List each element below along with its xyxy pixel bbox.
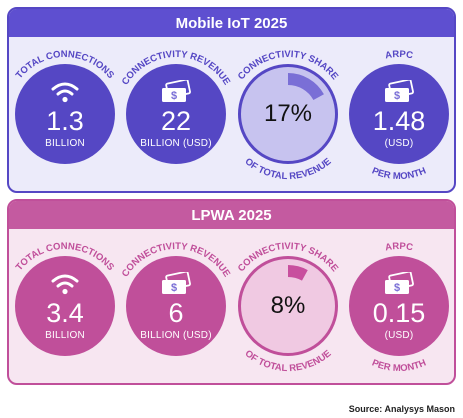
metric-arc-labels: ARPC PER MONTH xyxy=(370,49,428,182)
metric-icon: $ xyxy=(382,79,416,104)
panel-title: LPWA 2025 xyxy=(9,201,454,229)
panel-title: Mobile IoT 2025 xyxy=(9,9,454,37)
share-circle: 17% xyxy=(238,64,338,164)
metric-unit: BILLION (USD) xyxy=(140,137,212,149)
connections-circle: 1.3 BILLION xyxy=(15,64,115,164)
metric-value: 6 xyxy=(168,297,184,328)
panel-body: TOTAL CONNECTIONS 1.3 BILLION CONNECTIVITY … xyxy=(9,37,454,191)
metric-share: CONNECTIVITY SHARE OF TOTAL REVENUE 8% xyxy=(232,229,344,383)
svg-text:$: $ xyxy=(394,90,400,102)
metric-revenue: CONNECTIVITY REVENUE $6 BILLION (USD) xyxy=(120,229,232,383)
share-segment xyxy=(288,265,308,281)
metric-unit: (USD) xyxy=(384,137,414,149)
share-circle: 8% xyxy=(238,256,338,356)
banknote-icon: $ xyxy=(385,79,414,102)
metric-icon: $ xyxy=(159,271,193,296)
metric-arc-labels: ARPC PER MONTH xyxy=(370,241,428,374)
metric-arpc: ARPC PER MONTH $0.15 (USD) xyxy=(343,229,454,383)
metric-value: 8% xyxy=(270,292,306,319)
metric-icon xyxy=(50,80,80,104)
metric-value: 1.48 xyxy=(372,105,426,136)
metric-unit: BILLION xyxy=(45,329,85,341)
share-ring-segment xyxy=(288,265,308,281)
metric-label: ARPC xyxy=(384,241,414,254)
metric-arpc: ARPC PER MONTH $1.48 (USD) xyxy=(343,37,454,191)
svg-text:$: $ xyxy=(394,282,400,294)
svg-text:$: $ xyxy=(171,282,177,294)
metric-icon: $ xyxy=(159,79,193,104)
metric-value: 0.15 xyxy=(372,297,426,328)
metric-unit: (USD) xyxy=(384,329,414,341)
metric-connections: TOTAL CONNECTIONS 3.4 BILLION xyxy=(9,229,121,383)
metric-sublabel: PER MONTH xyxy=(370,165,428,182)
metric-icon: $ xyxy=(382,271,416,296)
mobile-iot-panel: Mobile IoT 2025 TOTAL CONNECTIONS 1.3 BILL… xyxy=(7,7,456,193)
revenue-circle: $22 BILLION (USD) xyxy=(126,64,226,164)
metric-unit: BILLION (USD) xyxy=(140,329,212,341)
metric-sublabel: PER MONTH xyxy=(370,357,428,374)
banknote-icon: $ xyxy=(162,79,191,102)
metric-value: 22 xyxy=(160,105,192,136)
metric-share: CONNECTIVITY SHARE OF TOTAL REVENUE 17% xyxy=(232,37,344,191)
share-ring-segment xyxy=(288,73,324,101)
connections-circle: 3.4 BILLION xyxy=(15,256,115,356)
metric-connections: TOTAL CONNECTIONS 1.3 BILLION xyxy=(9,37,121,191)
banknote-icon: $ xyxy=(162,271,191,294)
arpc-circle: $1.48 (USD) xyxy=(349,64,449,164)
metric-icon xyxy=(50,272,80,296)
metric-revenue: CONNECTIVITY REVENUE $22 BILLION (USD) xyxy=(120,37,232,191)
source-note: Source: Analysys Mason xyxy=(348,404,455,414)
banknote-icon: $ xyxy=(385,271,414,294)
wifi-icon xyxy=(51,274,79,294)
metric-value: 1.3 xyxy=(46,105,84,136)
arpc-circle: $0.15 (USD) xyxy=(349,256,449,356)
svg-text:$: $ xyxy=(171,90,177,102)
metric-unit: BILLION xyxy=(45,137,85,149)
revenue-circle: $6 BILLION (USD) xyxy=(126,256,226,356)
metric-label: ARPC xyxy=(384,49,414,62)
metric-value: 3.4 xyxy=(46,297,84,328)
share-segment xyxy=(288,73,324,101)
wifi-icon xyxy=(51,82,79,102)
metric-value: 17% xyxy=(263,100,313,127)
lpwa-panel: LPWA 2025 TOTAL CONNECTIONS 3.4 BILLION CON… xyxy=(7,199,456,385)
panel-body: TOTAL CONNECTIONS 3.4 BILLION CONNECTIVITY … xyxy=(9,229,454,383)
